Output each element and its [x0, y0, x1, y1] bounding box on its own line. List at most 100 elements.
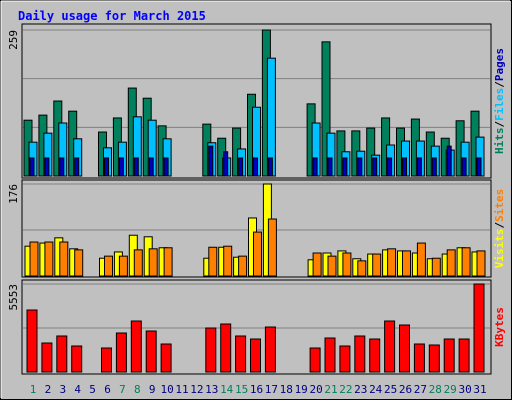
x-tick-label: 3	[59, 383, 66, 396]
bar	[208, 246, 218, 277]
bar	[44, 241, 54, 277]
x-tick-label: 5	[89, 383, 96, 396]
bar	[267, 218, 277, 277]
bar	[399, 324, 410, 373]
bar	[357, 260, 367, 277]
y-tick-label: 5553	[7, 284, 20, 311]
x-tick-label: 31	[473, 383, 486, 396]
bar	[416, 242, 426, 277]
bar	[416, 157, 422, 177]
bar	[384, 320, 396, 373]
bar	[235, 335, 247, 373]
bar	[104, 255, 113, 277]
x-tick-label: 10	[160, 383, 173, 396]
x-tick-label: 8	[134, 383, 141, 396]
bar	[29, 157, 35, 177]
x-tick-label: 4	[74, 383, 81, 396]
bar	[163, 247, 173, 277]
bar	[118, 255, 128, 277]
x-tick-label: 6	[104, 383, 111, 396]
bar	[130, 320, 142, 373]
legend-separator: /	[493, 81, 506, 88]
bar	[476, 157, 482, 177]
bar	[321, 41, 331, 177]
legend-entry: Hits	[493, 128, 506, 155]
legend: Hits/Files/Pages	[493, 48, 506, 154]
bar	[458, 338, 470, 373]
x-tick-label: 16	[250, 383, 263, 396]
bar	[342, 252, 352, 277]
bar	[250, 338, 261, 373]
x-tick-label: 27	[414, 383, 427, 396]
bar	[223, 151, 229, 177]
bar	[148, 157, 154, 177]
bar	[357, 157, 363, 177]
bar	[431, 257, 441, 277]
bar	[387, 248, 397, 277]
bar	[160, 343, 172, 373]
bar	[309, 347, 321, 373]
x-tick-label: 13	[205, 383, 218, 396]
bar	[145, 330, 157, 373]
bar	[473, 283, 485, 373]
chart-title: Daily usage for March 2015	[18, 9, 206, 23]
bar	[238, 255, 248, 277]
x-tick-label: 1	[30, 383, 37, 396]
bar	[372, 157, 378, 177]
bar	[208, 145, 214, 177]
x-tick-label: 11	[175, 383, 188, 396]
bar	[101, 347, 112, 373]
bar	[133, 249, 143, 277]
x-tick-label: 19	[295, 383, 308, 396]
bar	[312, 252, 322, 277]
bar	[443, 338, 455, 373]
legend-entry: Visits	[493, 229, 506, 269]
bar	[44, 157, 50, 177]
x-tick-label: 17	[265, 383, 278, 396]
bar	[29, 241, 39, 277]
bar	[461, 157, 467, 177]
legend-entry: Files	[493, 88, 506, 121]
bar	[327, 255, 337, 277]
x-tick-label: 2	[45, 383, 52, 396]
x-tick-label: 24	[369, 383, 383, 396]
x-tick-label: 25	[384, 383, 397, 396]
legend-entry: Pages	[493, 48, 506, 81]
bar	[253, 231, 262, 277]
bar	[118, 157, 124, 177]
x-tick-label: 30	[458, 383, 471, 396]
bar	[74, 249, 84, 277]
bar	[56, 335, 68, 373]
bar	[104, 157, 109, 177]
bar	[133, 157, 139, 177]
bar	[312, 157, 318, 177]
bar	[402, 250, 411, 277]
legend-entry: KBytes	[493, 307, 506, 347]
y-tick-label: 176	[7, 184, 20, 204]
x-tick-label: 28	[429, 383, 442, 396]
bar	[402, 157, 407, 177]
bar	[431, 157, 437, 177]
bar	[366, 127, 376, 177]
bar	[253, 157, 258, 177]
legend-separator: /	[493, 222, 506, 229]
legend: KBytes	[493, 307, 506, 347]
x-tick-label: 9	[149, 383, 156, 396]
legend-entry: Sites	[493, 189, 506, 222]
bar	[59, 241, 69, 277]
bar	[413, 343, 425, 373]
legend-separator: /	[493, 121, 506, 128]
x-tick-label: 18	[280, 383, 293, 396]
bar	[223, 245, 233, 277]
bar	[59, 157, 65, 177]
bar	[339, 345, 351, 373]
bar	[71, 345, 83, 373]
x-tick-label: 26	[399, 383, 412, 396]
bar	[428, 344, 440, 373]
y-tick-label: 259	[7, 30, 20, 50]
x-tick-label: 23	[354, 383, 367, 396]
bar	[354, 335, 366, 373]
bar	[26, 309, 38, 373]
bar	[220, 323, 232, 373]
